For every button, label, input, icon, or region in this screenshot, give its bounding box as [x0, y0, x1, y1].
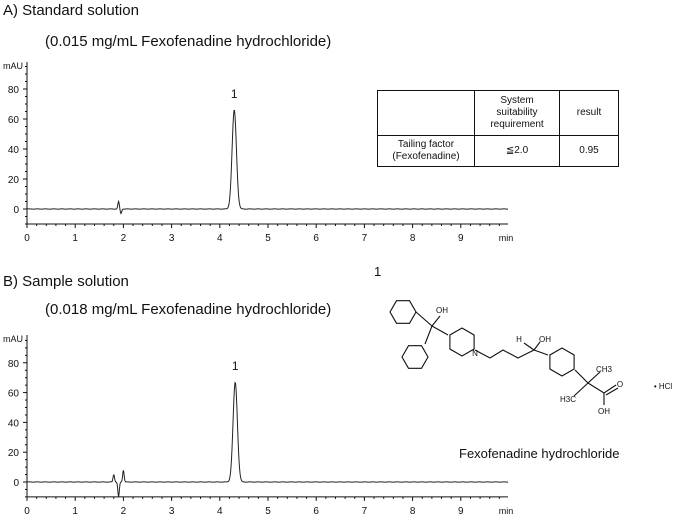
table-row: Tailing factor (Fexofenadine) ≦2.0 0.95 — [377, 135, 619, 167]
bond — [533, 341, 541, 351]
structure-label-hcl: • HCl — [654, 382, 673, 391]
table-header-row: System suitability requirement result — [377, 90, 619, 136]
bond — [415, 311, 433, 345]
chart-b-title: B) Sample solution — [3, 273, 129, 290]
chart-a-subtitle: (0.015 mg/mL Fexofenadine hydrochloride) — [45, 33, 332, 50]
x-axis-label: min — [499, 233, 514, 243]
bond — [605, 387, 619, 396]
bond — [573, 382, 589, 397]
structure-label-h3c: H3C — [560, 395, 576, 404]
x-tick-label: 8 — [410, 506, 416, 517]
y-tick-label: 60 — [8, 389, 20, 400]
header-cell — [377, 90, 475, 136]
x-tick-label: 6 — [313, 233, 319, 244]
fexofenadine-structure — [389, 300, 619, 405]
structure-label-h: H — [516, 335, 522, 344]
y-tick-label: 0 — [13, 478, 19, 489]
x-axis-label: min — [499, 506, 514, 516]
structure-label-ch3: CH3 — [596, 365, 613, 374]
x-tick-label: 2 — [121, 233, 127, 244]
x-tick-label: 9 — [458, 506, 464, 517]
phenyl-ring — [549, 347, 575, 377]
structure-caption: Fexofenadine hydrochloride — [459, 446, 620, 461]
structure-label-oh2: OH — [539, 335, 551, 344]
header-cell: result — [559, 90, 619, 136]
x-tick-label: 1 — [72, 506, 78, 517]
x-tick-label: 3 — [169, 233, 175, 244]
x-tick-label: 7 — [362, 506, 368, 517]
x-tick-label: 5 — [265, 233, 271, 244]
y-tick-label: 20 — [8, 448, 20, 459]
peak-label: 1 — [232, 359, 239, 373]
x-tick-label: 6 — [313, 506, 319, 517]
chromatogram-trace — [26, 109, 508, 215]
x-tick-label: 4 — [217, 233, 223, 244]
y-axis-label: mAU — [3, 334, 23, 344]
x-tick-label: 7 — [362, 233, 368, 244]
y-tick-label: 40 — [8, 418, 20, 429]
x-tick-label: 0 — [24, 233, 30, 244]
y-tick-label: 20 — [8, 175, 20, 186]
x-tick-label: 0 — [24, 506, 30, 517]
cell: 0.95 — [559, 135, 619, 167]
bond — [523, 342, 535, 351]
x-tick-label: 4 — [217, 506, 223, 517]
structure-label-o: O — [617, 380, 623, 389]
y-tick-label: 0 — [13, 205, 19, 216]
cell: ≦2.0 — [474, 135, 560, 167]
y-axis-label: mAU — [3, 61, 23, 71]
y-tick-label: 80 — [8, 85, 20, 96]
structure-label-n: N — [472, 349, 478, 358]
x-tick-label: 3 — [169, 506, 175, 517]
x-tick-label: 9 — [458, 233, 464, 244]
peak-label: 1 — [231, 87, 238, 101]
suitability-table: System suitability requirement result Ta… — [377, 90, 619, 167]
structure-label-oh3: OH — [598, 407, 610, 416]
phenyl-ring — [389, 300, 417, 324]
chart-a-title: A) Standard solution — [3, 2, 139, 19]
chromatogram-trace — [26, 381, 508, 497]
y-tick-label: 80 — [8, 359, 20, 370]
bond — [431, 325, 449, 336]
phenyl-ring — [401, 345, 429, 369]
structure-label-oh1: OH — [436, 306, 448, 315]
x-tick-label: 5 — [265, 506, 271, 517]
y-tick-label: 40 — [8, 145, 20, 156]
x-tick-label: 8 — [410, 233, 416, 244]
chart-b-subtitle: (0.018 mg/mL Fexofenadine hydrochloride) — [45, 301, 332, 318]
x-tick-label: 1 — [72, 233, 78, 244]
structure-number: 1 — [374, 264, 382, 279]
piperidine-ring — [449, 327, 475, 357]
bond — [474, 349, 535, 359]
bond — [431, 315, 441, 327]
y-tick-label: 60 — [8, 115, 20, 126]
x-tick-label: 2 — [121, 506, 127, 517]
bond — [533, 349, 549, 356]
header-cell: System suitability requirement — [474, 90, 560, 136]
cell: Tailing factor (Fexofenadine) — [377, 135, 475, 167]
